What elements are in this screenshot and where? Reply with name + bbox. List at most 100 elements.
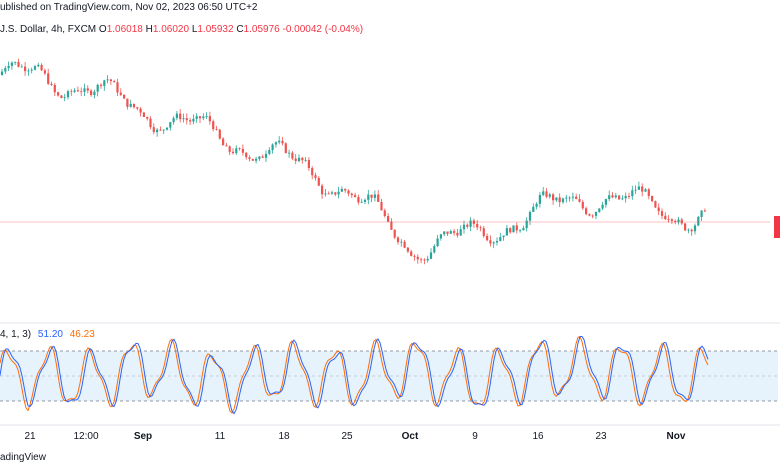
candle-body bbox=[245, 152, 248, 158]
candle-body bbox=[291, 152, 294, 159]
time-tick-label: 18 bbox=[278, 431, 290, 442]
price-pane[interactable] bbox=[0, 58, 706, 265]
candle-body bbox=[585, 208, 588, 215]
candle-body bbox=[288, 152, 291, 154]
candle-body bbox=[268, 149, 271, 154]
candle-body bbox=[255, 158, 258, 161]
candle-body bbox=[340, 188, 343, 192]
candle-body bbox=[555, 197, 558, 201]
candle-body bbox=[462, 224, 466, 230]
candle-body bbox=[509, 228, 512, 233]
candle-body bbox=[76, 90, 79, 92]
candle-body bbox=[433, 246, 436, 253]
candle-body bbox=[644, 189, 647, 192]
candle-body bbox=[156, 129, 159, 133]
time-tick-label: 11 bbox=[215, 431, 226, 442]
stoch-k-line bbox=[0, 336, 709, 415]
candle-body bbox=[578, 199, 581, 202]
candle-body bbox=[337, 191, 340, 195]
stoch-pane[interactable] bbox=[0, 336, 709, 415]
candle-body bbox=[7, 65, 10, 69]
candle-body bbox=[426, 258, 429, 261]
candle-body bbox=[495, 240, 499, 243]
candle-body bbox=[311, 168, 314, 176]
candle-body bbox=[321, 185, 324, 195]
candle-body bbox=[670, 219, 673, 221]
candle-body bbox=[693, 225, 697, 232]
candle-body bbox=[80, 91, 83, 93]
candle-body bbox=[301, 157, 304, 161]
candle-body bbox=[261, 156, 264, 158]
ohlc-low: L1.05932 bbox=[191, 24, 234, 35]
candle-body bbox=[492, 242, 495, 244]
time-axis[interactable]: 21 12:00 Sep 11 18 25 Oct 9 16 23 Nov bbox=[24, 431, 685, 442]
candle-body bbox=[37, 64, 40, 67]
candle-body bbox=[231, 151, 235, 154]
candle-body bbox=[307, 159, 310, 169]
candle-body bbox=[367, 194, 370, 200]
candle-body bbox=[284, 143, 287, 153]
candle-body bbox=[420, 259, 423, 261]
candle-body bbox=[142, 112, 145, 117]
candle-body bbox=[86, 88, 89, 91]
candle-body bbox=[703, 210, 706, 212]
candle-body bbox=[627, 196, 631, 197]
time-tick-label: 21 bbox=[24, 431, 36, 442]
candle-body bbox=[241, 148, 244, 153]
candle-body bbox=[314, 175, 317, 178]
candle-body bbox=[561, 198, 565, 203]
candle-body bbox=[387, 216, 390, 222]
candle-body bbox=[215, 129, 218, 130]
candle-body bbox=[390, 221, 393, 230]
candle-body bbox=[251, 158, 254, 161]
ohlc-high: H1.06020 bbox=[145, 24, 190, 35]
candle-body bbox=[443, 231, 446, 235]
candle-body bbox=[202, 116, 205, 119]
candle-body bbox=[50, 83, 53, 85]
candle-body bbox=[459, 229, 462, 236]
candle-body bbox=[667, 219, 670, 220]
candle-body bbox=[456, 232, 459, 236]
time-tick-label: Nov bbox=[667, 431, 686, 442]
candle-body bbox=[57, 92, 60, 96]
candle-body bbox=[410, 251, 413, 256]
candle-body bbox=[545, 191, 548, 197]
candle-body bbox=[317, 177, 320, 186]
candle-body bbox=[466, 224, 469, 227]
candle-body bbox=[123, 94, 126, 99]
candle-body bbox=[413, 255, 416, 257]
candle-body bbox=[512, 225, 515, 233]
candle-body bbox=[449, 231, 452, 234]
publish-info: ublished on TradingView.com, Nov 02, 202… bbox=[0, 2, 258, 13]
candle-body bbox=[63, 97, 66, 98]
candle-body bbox=[179, 113, 182, 120]
candle-body bbox=[664, 215, 667, 220]
candle-body bbox=[700, 210, 703, 217]
candle-body bbox=[205, 116, 208, 117]
candle-body bbox=[33, 66, 37, 70]
time-tick-label: 12:00 bbox=[73, 431, 98, 442]
candle-body bbox=[103, 80, 106, 86]
candle-body bbox=[195, 116, 198, 119]
candle-body bbox=[614, 195, 617, 198]
candle-body bbox=[519, 230, 522, 232]
candle-body bbox=[631, 190, 634, 197]
candle-body bbox=[90, 90, 93, 95]
candle-body bbox=[238, 148, 241, 150]
candle-body bbox=[281, 140, 284, 144]
candle-body bbox=[119, 92, 122, 95]
candle-body bbox=[248, 157, 251, 159]
candle-body bbox=[532, 206, 535, 212]
candle-body bbox=[542, 191, 545, 195]
candle-body bbox=[17, 61, 20, 67]
candle-body bbox=[116, 82, 119, 93]
time-tick-label: Sep bbox=[134, 431, 152, 442]
candle-body bbox=[624, 196, 627, 199]
candle-body bbox=[198, 116, 202, 119]
stoch-params: 4, 1, 3) bbox=[0, 329, 32, 340]
candle-body bbox=[14, 61, 17, 63]
time-tick-label: 25 bbox=[341, 431, 353, 442]
candle-body bbox=[66, 91, 70, 98]
candle-body bbox=[222, 138, 225, 146]
